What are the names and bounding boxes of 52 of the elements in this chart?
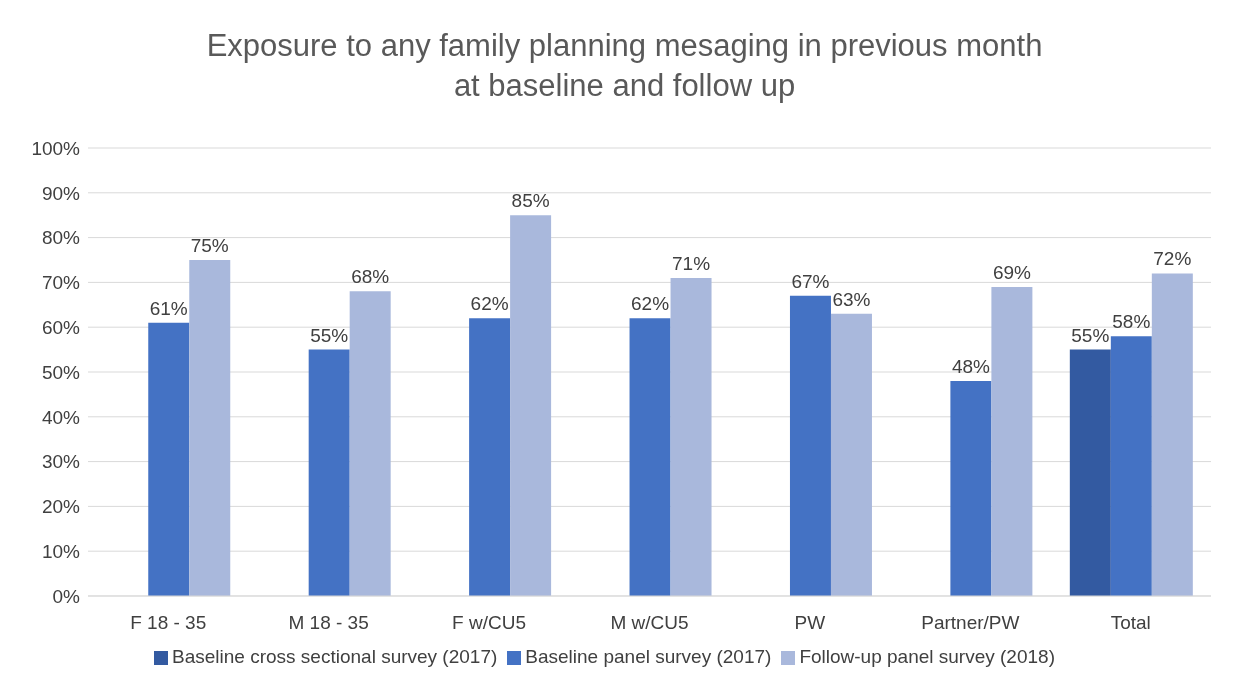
bar xyxy=(830,313,872,596)
y-tick-label: 60% xyxy=(41,316,81,338)
y-tick-label: 30% xyxy=(41,451,81,473)
y-tick-label: 40% xyxy=(41,406,81,428)
data-label: 72% xyxy=(1153,248,1192,270)
y-tick-label: 10% xyxy=(41,540,81,562)
bar xyxy=(1110,336,1152,596)
y-tick-label: 90% xyxy=(41,182,81,204)
bar xyxy=(189,260,231,596)
y-tick-label: 20% xyxy=(41,496,81,518)
y-tick-label: 50% xyxy=(41,361,81,383)
data-label: 62% xyxy=(470,293,509,315)
x-tick-label: F w/CU5 xyxy=(452,612,527,634)
data-label: 85% xyxy=(511,190,550,212)
bar xyxy=(670,277,712,596)
legend-label: Follow-up panel survey (2018) xyxy=(799,646,1055,667)
bar xyxy=(469,318,511,596)
data-label: 55% xyxy=(1071,324,1110,346)
data-label: 75% xyxy=(190,235,229,256)
bar xyxy=(148,322,190,596)
x-tick-label: F 18 - 35 xyxy=(130,612,207,634)
bar xyxy=(1151,273,1193,596)
data-label: 61% xyxy=(149,297,188,319)
x-tick-label: PW xyxy=(794,612,826,634)
bar xyxy=(1069,349,1111,596)
bar xyxy=(510,215,552,596)
y-tick-label: 80% xyxy=(41,227,81,249)
data-label: 68% xyxy=(351,266,390,288)
x-tick-label: Partner/PW xyxy=(921,612,1020,634)
y-tick-label: 0% xyxy=(52,585,81,607)
y-tick-label: 100% xyxy=(31,137,81,159)
x-tick-label: Total xyxy=(1110,612,1151,634)
bar xyxy=(789,295,831,596)
data-label: 71% xyxy=(672,252,711,274)
chart-title: Exposure to any family planning mesaging in previous month at baseline and follow up xyxy=(205,27,1044,105)
data-label: 69% xyxy=(992,261,1032,283)
x-tick-label: M w/CU5 xyxy=(610,612,689,634)
data-label: 58% xyxy=(1112,311,1151,333)
bar xyxy=(308,349,350,596)
bar xyxy=(950,380,992,596)
data-label: 67% xyxy=(791,270,830,292)
bar xyxy=(629,318,671,596)
x-tick-label: M 18 - 35 xyxy=(288,612,369,634)
legend-label: Baseline cross sectional survey (2017) xyxy=(172,646,498,667)
bar xyxy=(991,286,1033,596)
y-tick-label: 70% xyxy=(41,272,81,294)
data-label: 55% xyxy=(310,324,349,346)
data-label: 62% xyxy=(631,293,670,315)
data-label: 48% xyxy=(951,355,991,377)
legend-label: Baseline panel survey (2017) xyxy=(525,646,772,667)
bar xyxy=(349,291,391,596)
data-label: 63% xyxy=(832,288,871,310)
